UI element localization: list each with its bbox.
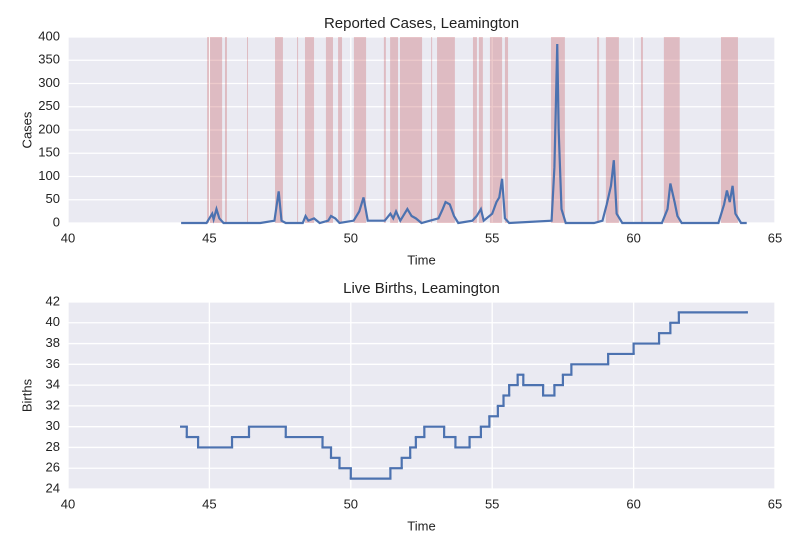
cases-line [181,43,747,225]
y-tick-label: 100 [38,168,60,183]
highlight-span [597,37,600,223]
chart-title: Live Births, Leamington [343,280,500,297]
highlight-span [478,37,483,223]
highlight-span [209,37,223,223]
y-tick-label: 36 [46,356,60,371]
highlight-span [504,37,509,223]
highlight-span [224,37,227,223]
highlight-span [247,37,249,223]
y-tick-label: 250 [38,98,60,113]
x-tick-label: 65 [768,230,782,245]
y-tick-label: 24 [46,480,60,495]
y-tick-label: 28 [46,439,60,454]
y-tick-label: 40 [46,314,60,329]
highlight-span [325,37,333,223]
x-tick-label: 65 [768,496,782,511]
highlight-span [207,37,210,223]
y-tick-label: 50 [46,191,60,206]
highlight-span [437,37,455,223]
highlight-span [338,37,343,223]
x-tick-label: 40 [61,496,75,511]
highlight-span [304,37,315,223]
y-tick-label: 32 [46,397,60,412]
highlight-span [390,37,399,223]
x-axis-label: Time [407,252,435,267]
y-tick-label: 350 [38,52,60,67]
highlight-span [275,37,283,223]
highlight-span [489,37,503,223]
highlight-span [400,37,423,223]
x-tick-label: 50 [344,230,358,245]
y-tick-label: 38 [46,335,60,350]
highlight-span [472,37,477,223]
chart-title: Reported Cases, Leamington [324,15,519,32]
highlight-span [431,37,433,223]
y-axis-label: Births [19,378,34,412]
x-tick-label: 45 [202,496,216,511]
highlight-span [720,37,738,223]
x-tick-label: 50 [344,496,358,511]
y-tick-label: 26 [46,460,60,475]
plot-area [68,302,775,489]
y-tick-label: 200 [38,121,60,136]
x-tick-label: 60 [626,496,640,511]
x-axis-label: Time [407,518,435,533]
y-tick-label: 0 [53,214,60,229]
y-tick-label: 300 [38,75,60,90]
y-tick-label: 150 [38,145,60,160]
y-tick-label: 42 [46,293,60,308]
highlight-span [663,37,680,223]
x-tick-label: 55 [485,496,499,511]
y-tick-label: 400 [38,28,60,43]
x-tick-label: 55 [485,230,499,245]
x-tick-label: 45 [202,230,216,245]
highlight-span [353,37,367,223]
x-tick-label: 60 [626,230,640,245]
y-axis-label: Cases [19,111,34,148]
highlight-span [297,37,299,223]
y-tick-label: 34 [46,377,60,392]
highlight-span [383,37,386,223]
y-tick-label: 30 [46,418,60,433]
x-tick-label: 40 [61,230,75,245]
highlight-span [640,37,643,223]
